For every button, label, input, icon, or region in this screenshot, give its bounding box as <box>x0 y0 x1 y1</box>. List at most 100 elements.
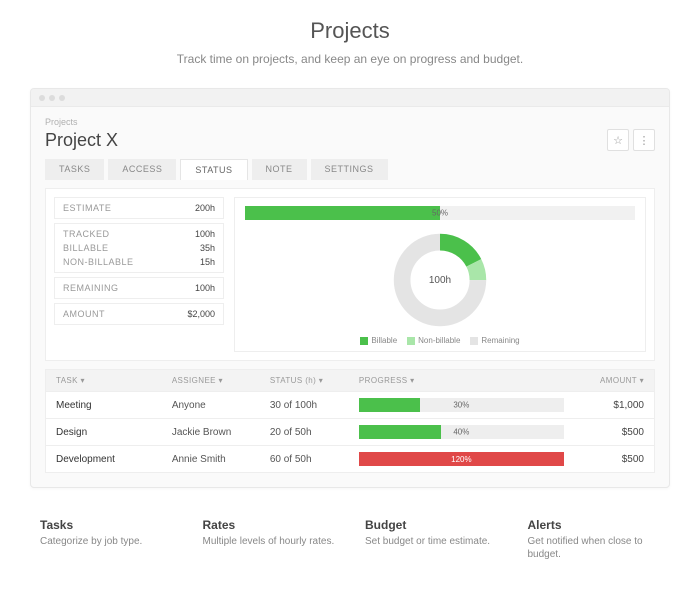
col-progress[interactable]: PROGRESS ▾ <box>359 376 564 385</box>
traffic-dot <box>49 95 55 101</box>
project-title: Project X <box>45 130 118 151</box>
cell-assignee: Jackie Brown <box>172 427 270 438</box>
donut-chart: 100h <box>390 230 490 330</box>
feature-title: Rates <box>203 518 336 532</box>
progress-bar: 120% <box>359 452 564 466</box>
feature-item: Tasks Categorize by job type. <box>40 518 173 561</box>
stat-value: 35h <box>200 243 215 253</box>
chart-legend: Billable Non-billable Remaining <box>360 336 519 345</box>
legend-swatch <box>360 337 368 345</box>
cell-amount: $1,000 <box>564 400 644 411</box>
page-title: Projects <box>30 18 670 44</box>
cell-task: Design <box>56 427 172 438</box>
progress-fill: 120% <box>359 452 564 466</box>
legend-label: Non-billable <box>418 336 460 345</box>
legend-item: Billable <box>360 336 397 345</box>
status-panel: ESTIMATE 200h TRACKED 100h BILLABLE 35h <box>45 188 655 361</box>
overall-progress-fill <box>245 206 440 220</box>
legend-label: Remaining <box>481 336 519 345</box>
feature-desc: Get notified when close to budget. <box>528 535 661 561</box>
stat-label: ESTIMATE <box>63 203 111 213</box>
features-row: Tasks Categorize by job type. Rates Multipl… <box>30 518 670 561</box>
table-row[interactable]: DesignJackie Brown20 of 50h 40% $500 <box>46 418 654 445</box>
legend-swatch <box>470 337 478 345</box>
more-button[interactable]: ⋮ <box>633 129 655 151</box>
feature-desc: Categorize by job type. <box>40 535 173 548</box>
stat-value: 100h <box>195 229 215 239</box>
feature-desc: Set budget or time estimate. <box>365 535 498 548</box>
cell-progress: 30% <box>359 398 564 412</box>
tasks-table: TASK ▾ ASSIGNEE ▾ STATUS (h) ▾ PROGRESS … <box>45 369 655 473</box>
stats-list: ESTIMATE 200h TRACKED 100h BILLABLE 35h <box>54 197 224 352</box>
legend-item: Remaining <box>470 336 519 345</box>
feature-item: Budget Set budget or time estimate. <box>365 518 498 561</box>
col-assignee[interactable]: ASSIGNEE ▾ <box>172 376 270 385</box>
cell-progress: 40% <box>359 425 564 439</box>
col-task[interactable]: TASK ▾ <box>56 376 172 385</box>
stat-estimate: ESTIMATE 200h <box>54 197 224 219</box>
favorite-button[interactable]: ☆ <box>607 129 629 151</box>
stat-remaining: REMAINING 100h <box>54 277 224 299</box>
dots-icon: ⋮ <box>639 134 650 147</box>
stat-value: 200h <box>195 203 215 213</box>
legend-label: Billable <box>371 336 397 345</box>
table-row[interactable]: MeetingAnyone30 of 100h 30% $1,000 <box>46 391 654 418</box>
legend-item: Non-billable <box>407 336 460 345</box>
chart-area: 50% 100h Billable Non-billable Remaining <box>234 197 646 352</box>
col-status[interactable]: STATUS (h) ▾ <box>270 376 359 385</box>
tab-access[interactable]: ACCESS <box>108 159 176 180</box>
app-window: Projects Project X ☆ ⋮ TASKSACCESSSTATUS… <box>30 88 670 488</box>
progress-bar: 40% <box>359 425 564 439</box>
cell-task: Development <box>56 454 172 465</box>
page-subtitle: Track time on projects, and keep an eye … <box>30 52 670 66</box>
progress-fill <box>359 398 420 412</box>
stat-label: TRACKED <box>63 229 110 239</box>
feature-title: Tasks <box>40 518 173 532</box>
feature-item: Rates Multiple levels of hourly rates. <box>203 518 336 561</box>
table-header: TASK ▾ ASSIGNEE ▾ STATUS (h) ▾ PROGRESS … <box>46 370 654 391</box>
breadcrumb[interactable]: Projects <box>45 117 655 127</box>
stat-value: 100h <box>195 283 215 293</box>
feature-title: Alerts <box>528 518 661 532</box>
window-titlebar <box>31 89 669 107</box>
donut-center-label: 100h <box>390 230 490 330</box>
feature-desc: Multiple levels of hourly rates. <box>203 535 336 548</box>
stat-tracked: TRACKED 100h <box>55 227 223 241</box>
cell-status: 20 of 50h <box>270 427 359 438</box>
tab-tasks[interactable]: TASKS <box>45 159 104 180</box>
overall-progress-bar: 50% <box>245 206 635 220</box>
feature-title: Budget <box>365 518 498 532</box>
stat-label: BILLABLE <box>63 243 109 253</box>
stat-value: $2,000 <box>187 309 215 319</box>
progress-label: 30% <box>453 401 469 410</box>
cell-amount: $500 <box>564 427 644 438</box>
feature-item: Alerts Get notified when close to budget. <box>528 518 661 561</box>
table-row[interactable]: DevelopmentAnnie Smith60 of 50h120%$500 <box>46 445 654 472</box>
cell-task: Meeting <box>56 400 172 411</box>
stat-amount: AMOUNT $2,000 <box>54 303 224 325</box>
tab-status[interactable]: STATUS <box>180 159 247 180</box>
stat-nonbillable: NON-BILLABLE 15h <box>55 255 223 269</box>
star-icon: ☆ <box>613 134 623 147</box>
tab-note[interactable]: NOTE <box>252 159 307 180</box>
stat-label: NON-BILLABLE <box>63 257 134 267</box>
tabs: TASKSACCESSSTATUSNOTESETTINGS <box>45 159 655 180</box>
stat-value: 15h <box>200 257 215 267</box>
stat-tracked-group: TRACKED 100h BILLABLE 35h NON-BILLABLE 1… <box>54 223 224 273</box>
progress-fill <box>359 425 441 439</box>
progress-label: 40% <box>453 428 469 437</box>
cell-status: 60 of 50h <box>270 454 359 465</box>
traffic-dot <box>39 95 45 101</box>
stat-label: REMAINING <box>63 283 119 293</box>
tab-settings[interactable]: SETTINGS <box>311 159 388 180</box>
stat-label: AMOUNT <box>63 309 105 319</box>
stat-billable: BILLABLE 35h <box>55 241 223 255</box>
cell-amount: $500 <box>564 454 644 465</box>
overall-progress-label: 50% <box>432 209 448 218</box>
cell-assignee: Anyone <box>172 400 270 411</box>
col-amount[interactable]: AMOUNT ▾ <box>564 376 644 385</box>
legend-swatch <box>407 337 415 345</box>
progress-bar: 30% <box>359 398 564 412</box>
cell-assignee: Annie Smith <box>172 454 270 465</box>
cell-status: 30 of 100h <box>270 400 359 411</box>
